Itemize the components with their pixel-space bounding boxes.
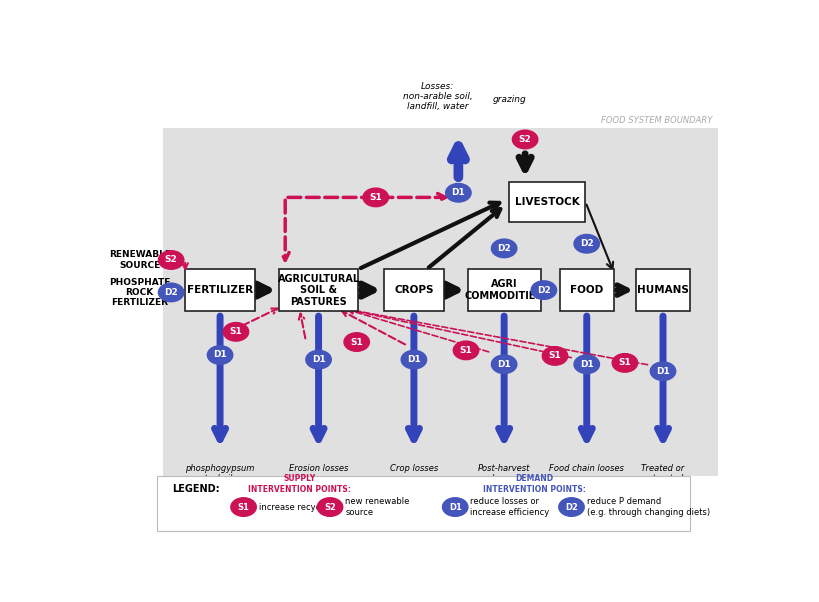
Circle shape: [531, 281, 556, 299]
Text: RENEWABLE
SOURCE: RENEWABLE SOURCE: [109, 250, 170, 270]
FancyBboxPatch shape: [156, 476, 690, 531]
Text: FOOD: FOOD: [569, 285, 603, 295]
Text: FERTILIZER: FERTILIZER: [187, 285, 253, 295]
Circle shape: [453, 341, 478, 359]
Circle shape: [223, 323, 248, 341]
Text: S1: S1: [618, 358, 631, 367]
Text: Treated or
untreated: Treated or untreated: [640, 464, 684, 483]
Text: reduce losses or
increase efficiency: reduce losses or increase efficiency: [469, 497, 549, 517]
Text: D2: D2: [579, 239, 593, 248]
Text: D2: D2: [536, 285, 550, 294]
Text: D1: D1: [311, 355, 325, 364]
Text: increase recycling: increase recycling: [259, 503, 335, 512]
Text: D1: D1: [448, 503, 461, 512]
Text: grazing: grazing: [491, 96, 526, 104]
Text: D1: D1: [655, 367, 669, 376]
Text: LEGEND:: LEGEND:: [172, 485, 219, 494]
FancyBboxPatch shape: [467, 269, 540, 311]
Text: phosphogypsum
stockpile: phosphogypsum stockpile: [185, 464, 255, 483]
Text: SUPPLY
INTERVENTION POINTS:: SUPPLY INTERVENTION POINTS:: [248, 474, 351, 494]
Circle shape: [512, 130, 537, 149]
FancyBboxPatch shape: [278, 269, 358, 311]
Text: PHOSPHATE
ROCK
FERTILIZER: PHOSPHATE ROCK FERTILIZER: [109, 278, 170, 308]
Circle shape: [649, 362, 675, 380]
Circle shape: [317, 498, 342, 517]
Text: S1: S1: [459, 346, 472, 355]
Circle shape: [231, 498, 256, 517]
Circle shape: [612, 353, 637, 372]
Text: HUMANS: HUMANS: [636, 285, 688, 295]
Text: Crop losses: Crop losses: [389, 464, 437, 473]
Text: D1: D1: [496, 360, 510, 369]
Circle shape: [573, 234, 599, 253]
Text: Erosion losses: Erosion losses: [288, 464, 348, 473]
Text: DEMAND
INTERVENTION POINTS:: DEMAND INTERVENTION POINTS:: [482, 474, 586, 494]
FancyBboxPatch shape: [559, 269, 613, 311]
Circle shape: [446, 184, 471, 202]
Text: S2: S2: [518, 135, 531, 144]
FancyBboxPatch shape: [163, 128, 717, 476]
Text: S2: S2: [324, 503, 336, 512]
Circle shape: [491, 239, 516, 258]
Text: S1: S1: [229, 327, 242, 337]
Circle shape: [541, 347, 567, 365]
Text: D1: D1: [406, 355, 420, 364]
Text: FOOD SYSTEM BOUNDARY: FOOD SYSTEM BOUNDARY: [600, 116, 712, 125]
Text: S1: S1: [548, 352, 561, 361]
FancyBboxPatch shape: [185, 269, 255, 311]
Text: S1: S1: [369, 193, 382, 202]
Text: S1: S1: [350, 338, 363, 347]
Text: D1: D1: [579, 360, 593, 369]
Text: D2: D2: [496, 244, 510, 253]
Text: Losses:
non-arable soil,
landfill, water: Losses: non-arable soil, landfill, water: [402, 81, 472, 111]
Circle shape: [207, 346, 233, 364]
Circle shape: [442, 498, 468, 517]
Circle shape: [400, 350, 426, 369]
Circle shape: [344, 333, 369, 352]
Text: new renewable
source: new renewable source: [345, 497, 410, 517]
Circle shape: [491, 355, 516, 373]
Circle shape: [305, 350, 331, 369]
Text: Food chain looses: Food chain looses: [549, 464, 623, 473]
Text: D2: D2: [564, 503, 577, 512]
Circle shape: [158, 250, 183, 269]
Text: LIVESTOCK: LIVESTOCK: [514, 197, 579, 207]
Text: CROPS: CROPS: [394, 285, 433, 295]
Circle shape: [558, 498, 583, 517]
Text: AGRI
COMMODITIES: AGRI COMMODITIES: [464, 279, 543, 301]
Text: AGRICULTURAL
SOIL &
PASTURES: AGRICULTURAL SOIL & PASTURES: [277, 273, 360, 306]
FancyBboxPatch shape: [509, 182, 585, 222]
Text: D1: D1: [213, 350, 227, 359]
Circle shape: [363, 188, 388, 206]
Text: S1: S1: [238, 503, 249, 512]
Text: Post-harvest
losses: Post-harvest losses: [477, 464, 530, 483]
Text: D1: D1: [451, 188, 464, 197]
Circle shape: [573, 355, 599, 373]
Text: D2: D2: [164, 288, 178, 297]
FancyBboxPatch shape: [383, 269, 444, 311]
Text: reduce P demand
(e.g. through changing diets): reduce P demand (e.g. through changing d…: [586, 497, 709, 517]
FancyBboxPatch shape: [636, 269, 689, 311]
Circle shape: [158, 283, 183, 302]
Text: S2: S2: [165, 255, 177, 264]
